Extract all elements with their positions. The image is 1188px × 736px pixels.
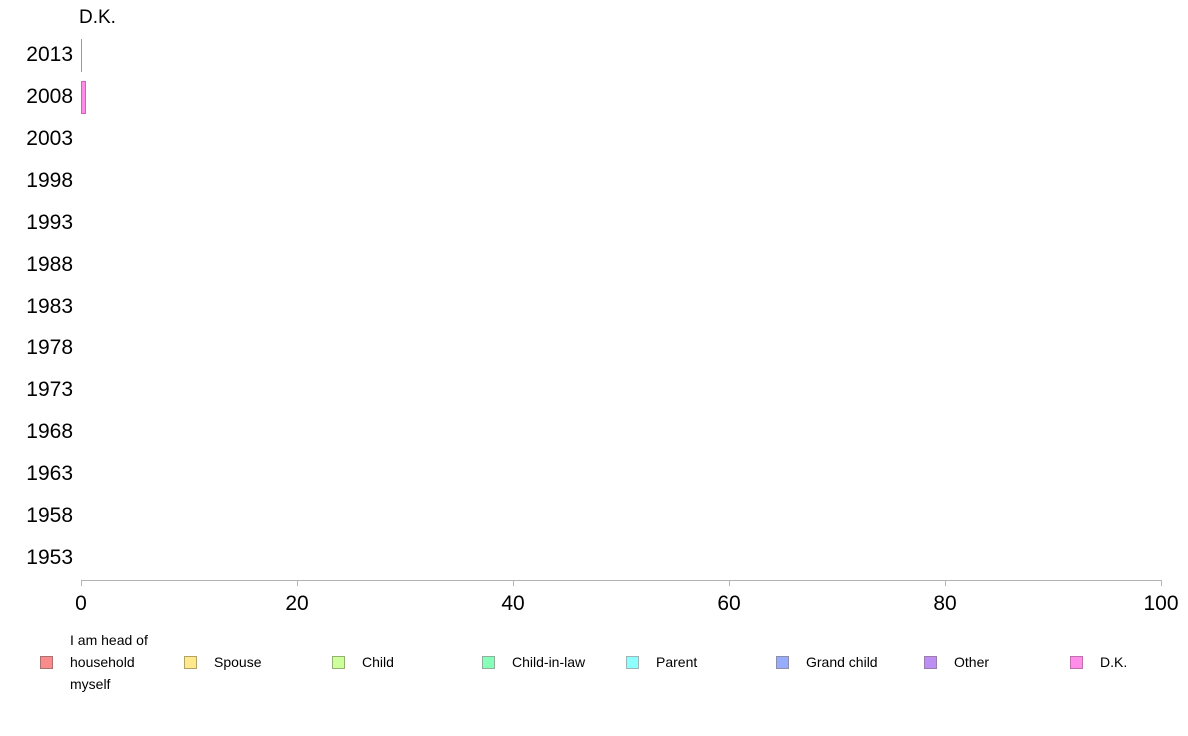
legend-item[interactable]: Other: [924, 630, 989, 694]
y-axis-label: 1973: [26, 378, 73, 402]
x-tick-label: 20: [285, 592, 309, 615]
x-tick-label: 40: [501, 592, 525, 615]
legend-label: Other: [954, 654, 990, 670]
x-axis-line: [81, 580, 1162, 581]
y-axis-label: 1983: [26, 294, 73, 318]
legend-item[interactable]: Child: [332, 630, 394, 694]
legend-item[interactable]: D.K.: [1070, 630, 1127, 694]
legend-swatch-icon: [482, 655, 495, 669]
x-tick-label: 80: [933, 592, 957, 615]
x-tick-mark: [945, 580, 946, 586]
zero-value-bar[interactable]: [81, 39, 82, 73]
y-axis-label: 1958: [26, 504, 73, 528]
legend-label: Spouse: [214, 654, 262, 670]
legend-item[interactable]: Child-in-law: [482, 630, 585, 694]
x-tick-mark: [297, 580, 298, 586]
y-axis-label: 1978: [26, 336, 73, 360]
legend-swatch-icon: [924, 655, 937, 669]
x-tick-mark: [513, 580, 514, 586]
legend-swatch-icon: [626, 655, 639, 669]
y-axis-label: 1998: [26, 168, 73, 192]
y-axis-label: 2008: [26, 84, 73, 108]
legend-label: Grand child: [806, 654, 878, 670]
y-axis-label: 2003: [26, 126, 73, 150]
legend-swatch-icon: [776, 655, 789, 669]
y-axis-label: 1993: [26, 210, 73, 234]
y-axis-label: 1953: [26, 546, 73, 570]
x-tick-mark: [81, 580, 82, 586]
y-axis-label: 1968: [26, 420, 73, 444]
legend-item[interactable]: Spouse: [184, 630, 261, 694]
x-tick-mark: [729, 580, 730, 586]
legend-swatch-icon: [332, 655, 345, 669]
y-axis-label: 2013: [26, 42, 73, 66]
legend-label: Parent: [656, 654, 698, 670]
y-axis-label: 1988: [26, 252, 73, 276]
legend-item[interactable]: Grand child: [776, 630, 878, 694]
x-tick-label: 100: [1143, 592, 1179, 615]
y-axis-label: 1963: [26, 462, 73, 486]
legend-label: Child-in-law: [512, 654, 586, 670]
legend-item[interactable]: I am head of household myself: [40, 630, 174, 694]
legend-label: Child: [362, 654, 394, 670]
legend-label: I am head of household myself: [70, 632, 148, 692]
x-tick-mark: [1161, 580, 1162, 586]
bar[interactable]: [81, 81, 87, 115]
chart-title: D.K.: [79, 7, 116, 28]
x-tick-label: 60: [717, 592, 741, 615]
x-tick-label: 0: [75, 592, 87, 615]
legend-swatch-icon: [1070, 655, 1083, 669]
legend-swatch-icon: [184, 655, 197, 669]
legend-item[interactable]: Parent: [626, 630, 697, 694]
legend-label: D.K.: [1100, 654, 1128, 670]
legend-swatch-icon: [40, 655, 53, 669]
